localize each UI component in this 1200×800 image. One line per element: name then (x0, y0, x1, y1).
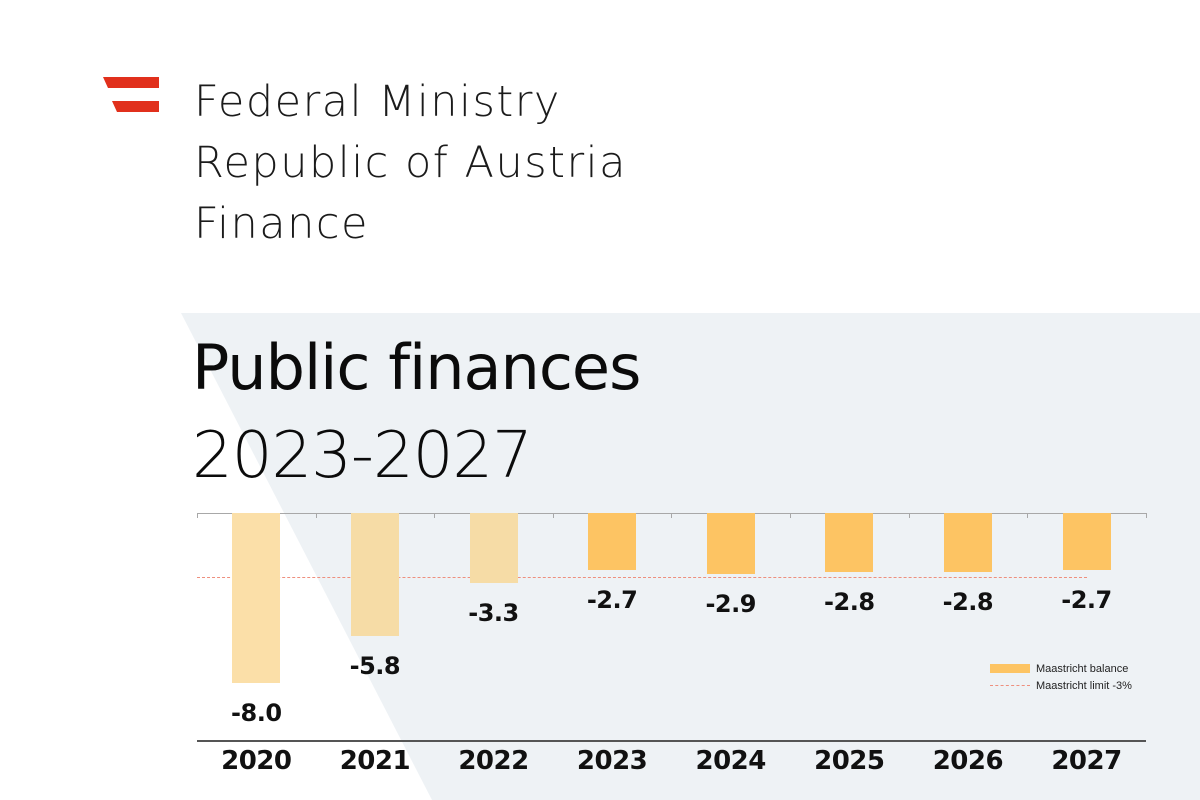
bar-value-label: -5.8 (349, 651, 401, 680)
bar-value-label: -8.0 (231, 698, 282, 727)
bar-value-label: -2.7 (1061, 586, 1112, 615)
category-axis (197, 740, 1146, 742)
bar-2027 (1062, 513, 1111, 571)
axis-tick (552, 513, 554, 518)
bar-2022 (469, 513, 518, 583)
category-label-2027: 2027 (1051, 746, 1122, 776)
legend-dashed-line-icon (990, 685, 1030, 686)
category-label-2023: 2023 (576, 746, 648, 776)
bar-2025 (825, 513, 874, 573)
category-label-2025: 2025 (814, 746, 885, 776)
bar-value-label: -2.7 (586, 586, 638, 615)
axis-tick (908, 513, 910, 518)
axis-tick (1145, 513, 1147, 518)
maastricht-limit-line (197, 576, 1087, 578)
axis-tick (1027, 513, 1029, 518)
chart-legend: Maastricht balance Maastricht limit -3% (990, 660, 1132, 694)
legend-swatch-bar-icon (990, 664, 1030, 673)
legend-label: Maastricht limit -3% (1036, 679, 1132, 692)
org-line-2: Republic of Austria (194, 138, 627, 188)
category-label-2020: 2020 (221, 746, 292, 776)
page-title: Public finances (192, 331, 641, 404)
bar-value-label: -2.8 (942, 588, 994, 617)
bar-2023 (588, 513, 637, 571)
axis-tick (315, 513, 317, 518)
org-line-1: Federal Ministry (194, 77, 561, 127)
bar-2026 (943, 513, 992, 573)
category-label-2026: 2026 (932, 746, 1004, 776)
category-label-2024: 2024 (695, 746, 767, 776)
legend-item-limit: Maastricht limit -3% (990, 677, 1132, 694)
bar-2020 (232, 513, 281, 683)
legend-label: Maastricht balance (1036, 662, 1129, 675)
legend-item-balance: Maastricht balance (990, 660, 1132, 677)
category-label-2021: 2021 (339, 746, 411, 776)
bar-value-label: -3.3 (468, 598, 519, 627)
bar-2024 (706, 513, 755, 575)
category-label-2022: 2022 (458, 746, 529, 776)
ministry-name: Federal Ministry Republic of Austria Fin… (194, 72, 627, 255)
austria-flag-logo-icon (103, 77, 159, 112)
page-subtitle: 2023-2027 (192, 419, 533, 493)
org-line-3: Finance (194, 199, 370, 249)
bar-2021 (350, 513, 399, 636)
axis-tick (671, 513, 673, 518)
bar-value-label: -2.8 (824, 588, 875, 617)
bar-value-label: -2.9 (705, 590, 756, 619)
axis-tick (790, 513, 791, 518)
axis-tick (197, 513, 198, 518)
axis-tick (434, 513, 436, 518)
